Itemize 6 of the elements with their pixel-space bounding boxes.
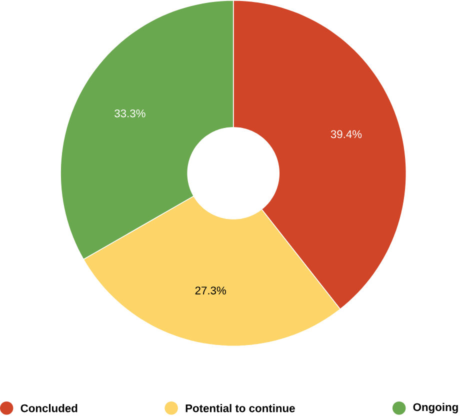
data-label: 27.3% (195, 286, 226, 295)
legend-label: Concluded (20, 404, 78, 412)
data-label: 33.3% (114, 110, 146, 118)
data-label: 39.4% (330, 130, 362, 138)
legend-label: Ongoing (413, 403, 458, 414)
legend-label: Potential to continue (186, 404, 295, 412)
